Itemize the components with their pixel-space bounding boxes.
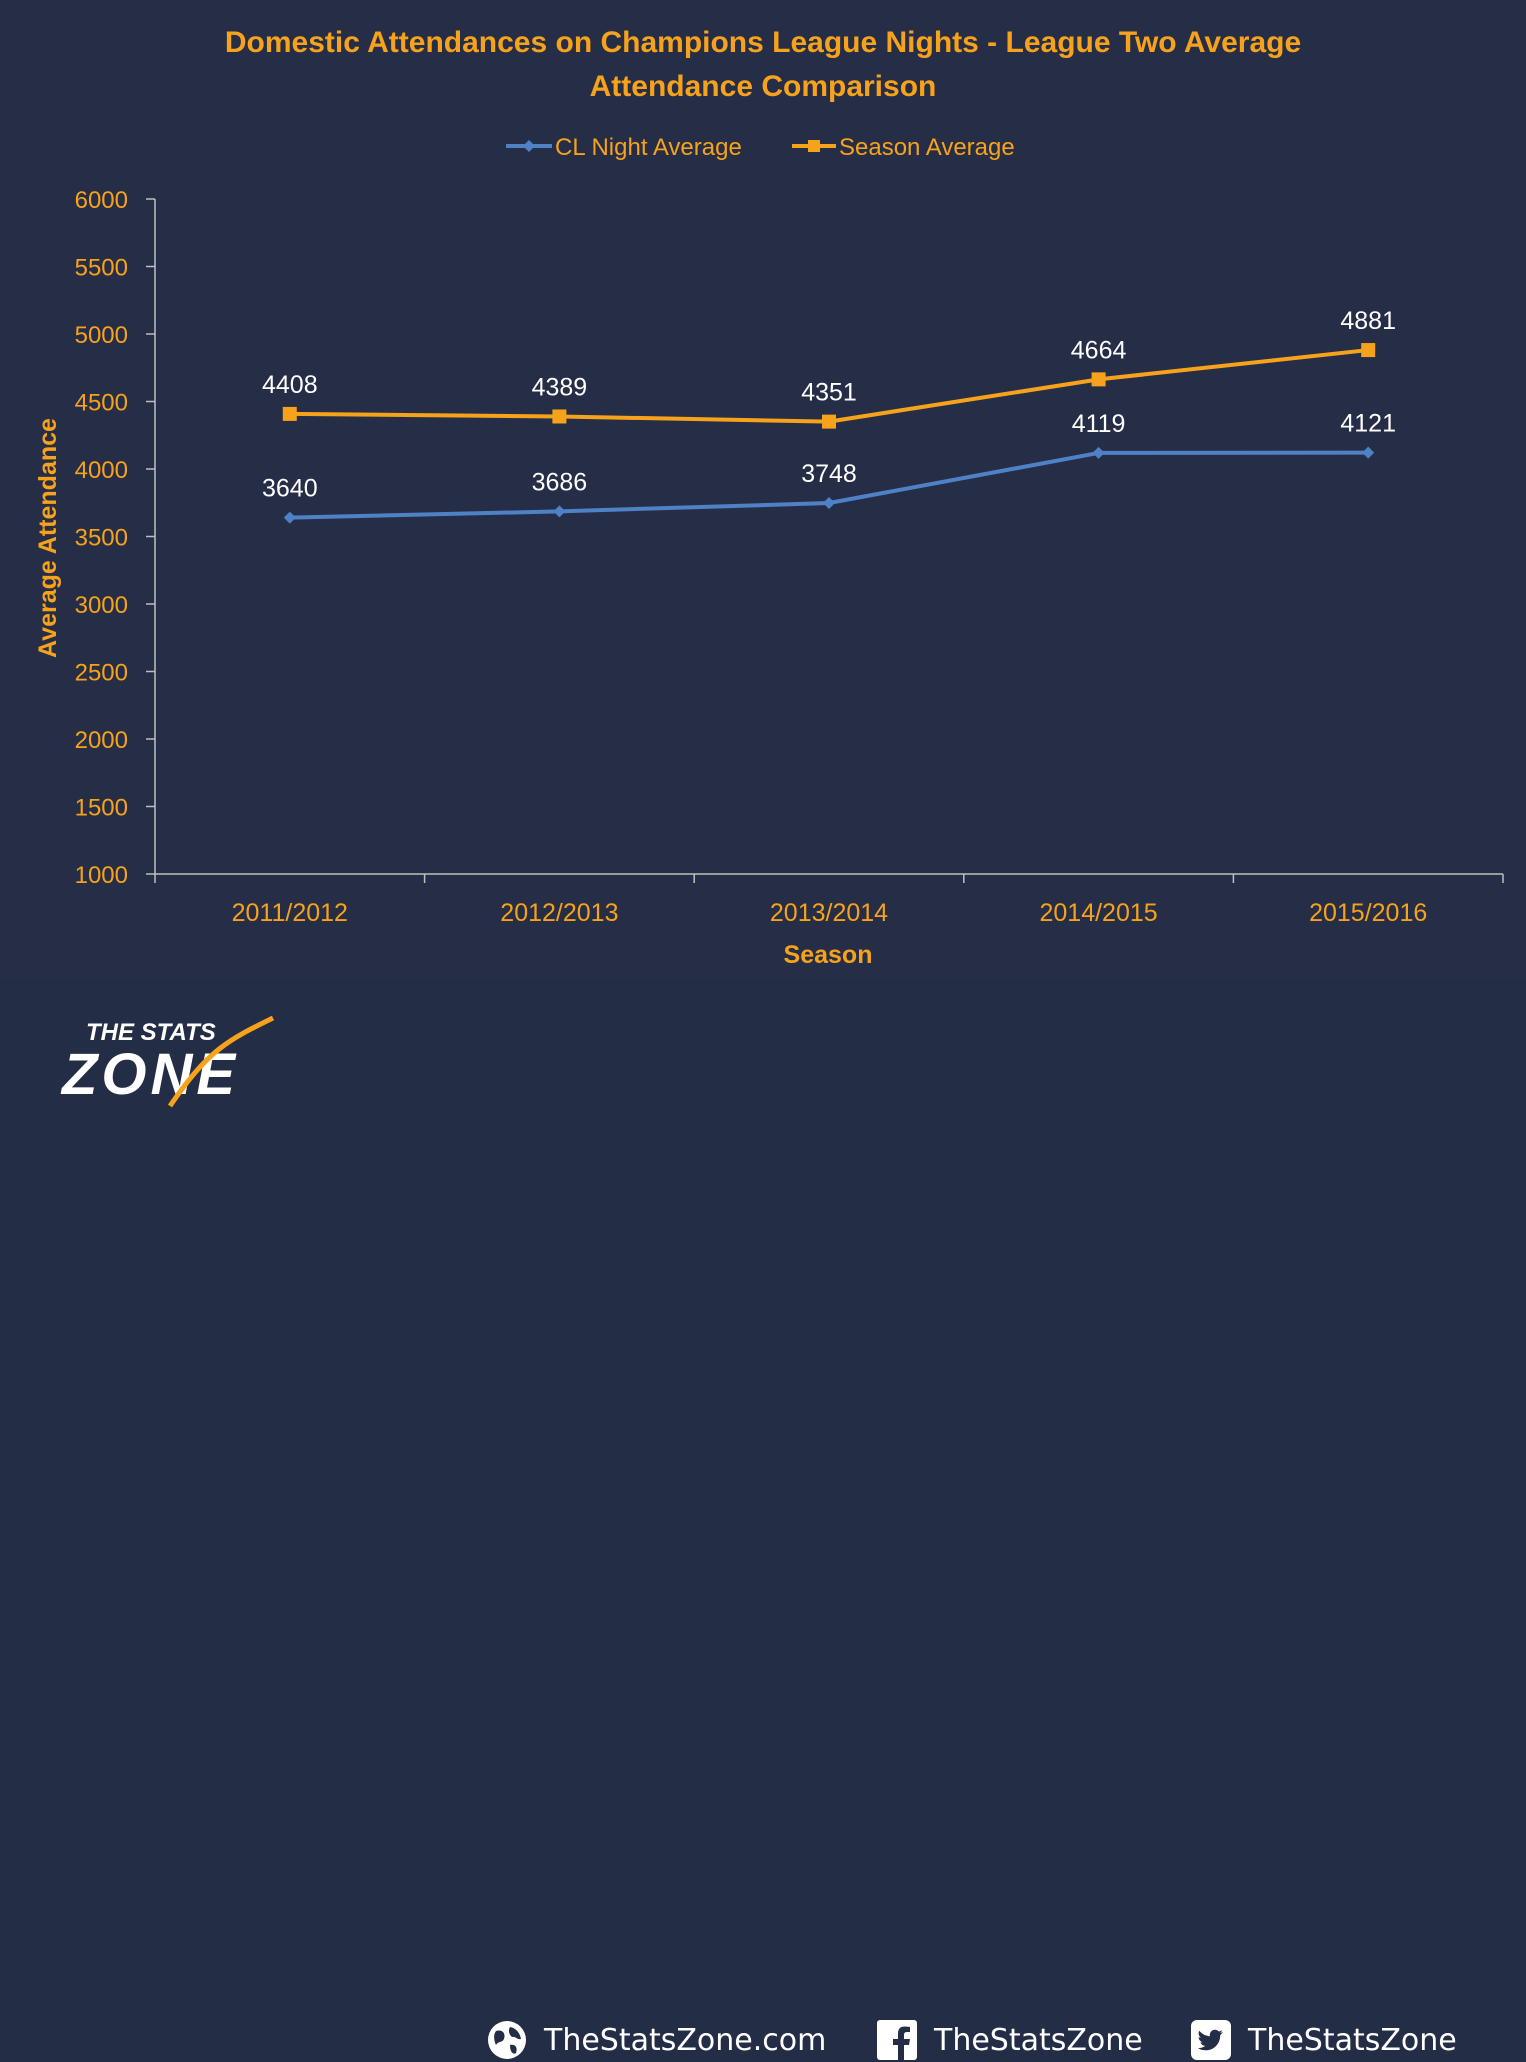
data-label: 4351 bbox=[801, 379, 857, 407]
data-label: 4881 bbox=[1340, 307, 1396, 335]
data-label: 4119 bbox=[1072, 410, 1126, 438]
data-label: 4664 bbox=[1071, 336, 1127, 364]
y-tick-label: 2000 bbox=[75, 727, 128, 754]
y-tick-label: 6000 bbox=[75, 187, 128, 214]
data-point bbox=[1092, 446, 1105, 459]
y-tick-label: 2500 bbox=[75, 660, 128, 687]
line-chart: Domestic Attendances on Champions League… bbox=[34, 26, 1504, 969]
data-point bbox=[1361, 343, 1376, 358]
y-tick-label: 4000 bbox=[75, 457, 128, 484]
legend-label: CL Night Average bbox=[555, 134, 742, 161]
x-tick-label: 2013/2014 bbox=[770, 899, 888, 927]
data-point bbox=[283, 511, 296, 524]
logo-bottom-text: ZONE bbox=[60, 1042, 239, 1107]
data-point bbox=[823, 497, 835, 510]
chart-panel: Domestic Attendances on Champions League… bbox=[0, 0, 1526, 980]
data-point bbox=[822, 414, 836, 429]
data-point bbox=[552, 409, 567, 424]
data-label: 3686 bbox=[532, 468, 588, 496]
y-tick-label: 3000 bbox=[75, 592, 128, 619]
logo-top-text: THE STATS bbox=[86, 1019, 216, 1046]
data-label: 3748 bbox=[801, 460, 857, 488]
data-label: 4389 bbox=[532, 373, 588, 401]
y-tick-label: 3500 bbox=[75, 525, 128, 552]
twitter-text: TheStatsZone bbox=[1248, 2022, 1457, 2058]
stats-zone-logo: THE STATS ZONE bbox=[60, 1015, 275, 1108]
data-point bbox=[282, 406, 297, 421]
y-tick-label: 5500 bbox=[75, 255, 128, 282]
footer: THE STATS ZONE TheStatsZone.com TheStats… bbox=[0, 980, 1526, 2061]
logo-swoosh bbox=[167, 1015, 275, 1108]
y-axis-title: Average Attendance bbox=[34, 418, 62, 658]
data-point bbox=[553, 505, 566, 518]
facebook-icon bbox=[876, 2019, 918, 2061]
data-label: 3640 bbox=[262, 475, 318, 503]
twitter-icon bbox=[1190, 2019, 1232, 2061]
chart-title-line: Attendance Comparison bbox=[590, 70, 937, 103]
x-tick-label: 2014/2015 bbox=[1040, 899, 1158, 927]
legend-marker bbox=[808, 140, 820, 152]
facebook-link[interactable]: TheStatsZone bbox=[876, 2018, 1143, 2062]
legend-label: Season Average bbox=[839, 134, 1015, 161]
x-tick-label: 2012/2013 bbox=[500, 899, 618, 927]
x-tick-label: 2015/2016 bbox=[1309, 899, 1427, 927]
legend-marker bbox=[523, 140, 535, 152]
twitter-link[interactable]: TheStatsZone bbox=[1190, 2018, 1457, 2062]
y-tick-label: 1500 bbox=[75, 795, 128, 822]
website-text: TheStatsZone.com bbox=[544, 2022, 827, 2058]
x-axis-title: Season bbox=[784, 941, 873, 969]
data-point bbox=[1362, 446, 1375, 459]
y-tick-label: 5000 bbox=[75, 322, 128, 349]
y-tick-label: 4500 bbox=[75, 390, 128, 417]
chart-title-line: Domestic Attendances on Champions League… bbox=[225, 26, 1301, 59]
data-label: 4408 bbox=[262, 371, 318, 399]
x-tick-label: 2011/2012 bbox=[232, 899, 348, 927]
globe-icon bbox=[486, 2019, 528, 2061]
y-tick-label: 1000 bbox=[75, 862, 128, 889]
facebook-text: TheStatsZone bbox=[934, 2022, 1143, 2058]
website-link[interactable]: TheStatsZone.com bbox=[486, 2018, 826, 2062]
data-label: 4121 bbox=[1340, 410, 1396, 438]
data-point bbox=[1091, 372, 1106, 387]
